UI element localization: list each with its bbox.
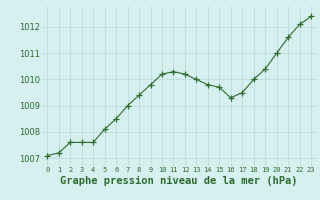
- X-axis label: Graphe pression niveau de la mer (hPa): Graphe pression niveau de la mer (hPa): [60, 176, 298, 186]
